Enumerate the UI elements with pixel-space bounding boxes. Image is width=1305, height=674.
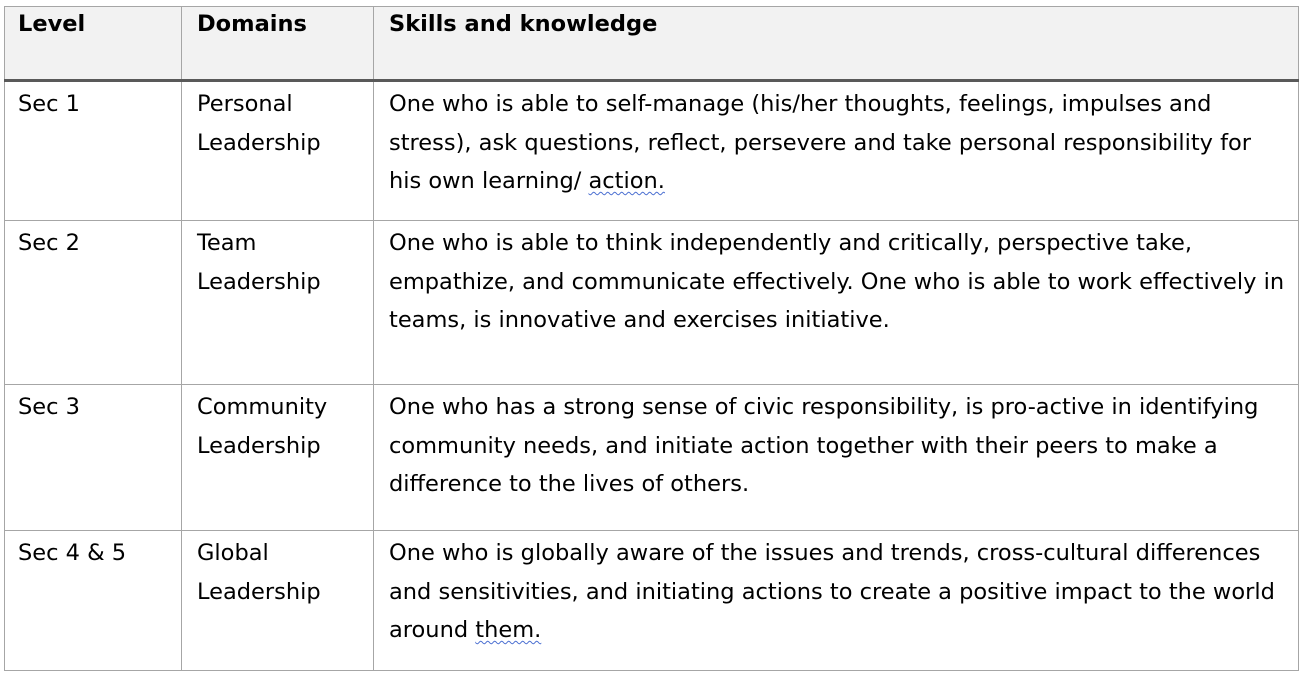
level-cell[interactable]: Sec 2 [4, 220, 182, 385]
leadership-table: Level Domains Skills and knowledge Sec 1… [4, 6, 1299, 671]
skills-text: One who is globally aware of the issues … [374, 534, 1298, 650]
header-domains[interactable]: Domains [181, 6, 374, 82]
level-text: Sec 4 & 5 [18, 540, 127, 566]
level-text: Sec 3 [18, 394, 80, 420]
skills-text: One who is able to think independently a… [389, 230, 1285, 333]
table-row: Sec 4 & 5 Global Leadership One who is g… [4, 530, 1299, 671]
domain-cell[interactable]: Global Leadership [181, 530, 374, 671]
domain-cell[interactable]: Community Leadership [181, 384, 374, 531]
domain-text: Team Leadership [197, 230, 321, 295]
spellcheck-flagged-word[interactable]: action. [588, 168, 665, 194]
skills-cell[interactable]: One who is able to think independently a… [373, 220, 1299, 385]
header-level[interactable]: Level [4, 6, 182, 82]
skills-text: One who is able to self-manage (his/her … [374, 85, 1298, 201]
table-row: Sec 1 Personal Leadership One who is abl… [4, 80, 1299, 221]
domain-cell[interactable]: Team Leadership [181, 220, 374, 385]
level-cell[interactable]: Sec 4 & 5 [4, 530, 182, 671]
domain-text: Personal Leadership [197, 91, 321, 156]
skills-text: One who has a strong sense of civic resp… [389, 394, 1259, 497]
spellcheck-flagged-word[interactable]: them. [475, 617, 542, 643]
level-cell[interactable]: Sec 1 [4, 80, 182, 221]
skills-cell[interactable]: One who has a strong sense of civic resp… [373, 384, 1299, 531]
header-skills[interactable]: Skills and knowledge [373, 6, 1299, 82]
level-cell[interactable]: Sec 3 [4, 384, 182, 531]
table-row: Sec 3 Community Leadership One who has a… [4, 384, 1299, 531]
skills-cell[interactable]: One who is globally aware of the issues … [373, 530, 1299, 671]
table-row: Sec 2 Team Leadership One who is able to… [4, 220, 1299, 385]
skills-cell[interactable]: One who is able to self-manage (his/her … [373, 80, 1299, 221]
domain-cell[interactable]: Personal Leadership [181, 80, 374, 221]
skills-text-main: One who is globally aware of the issues … [389, 540, 1275, 643]
domain-text: Community Leadership [197, 394, 328, 459]
header-skills-label: Skills and knowledge [389, 11, 658, 37]
header-level-label: Level [18, 11, 86, 37]
domain-text: Global Leadership [197, 540, 321, 605]
table-header-row: Level Domains Skills and knowledge [4, 6, 1299, 82]
header-domains-label: Domains [197, 11, 307, 37]
level-text: Sec 1 [18, 91, 80, 117]
level-text: Sec 2 [18, 230, 80, 256]
skills-text-main: One who is able to self-manage (his/her … [389, 91, 1252, 194]
